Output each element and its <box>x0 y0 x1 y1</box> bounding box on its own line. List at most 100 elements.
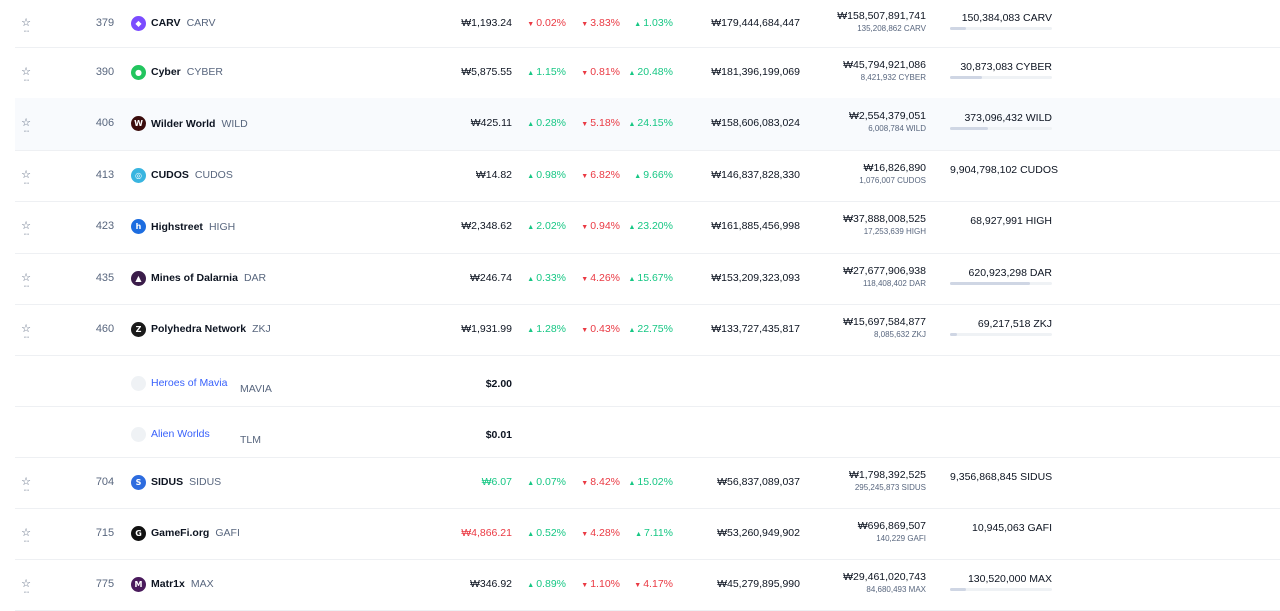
rank: 775 <box>95 577 115 590</box>
table-row[interactable]: ☆ ···· 379 ◆ CARV CARV ₩1,193.24 ▼ 0.02% ▼ 3.83% ▲ 1… <box>15 0 1280 48</box>
volume-coin: 135,208,862 CARV <box>857 23 926 33</box>
change-value: 1.10% <box>590 577 620 590</box>
coin-name-link[interactable]: S SIDUS SIDUS <box>131 474 222 490</box>
star-icon[interactable]: ☆ ···· <box>21 322 31 341</box>
coin-logo-icon: Z <box>131 321 146 337</box>
coin-name: Polyhedra Network <box>151 323 247 335</box>
change-7d: ▲ 23.20% <box>628 220 673 232</box>
star-icon[interactable]: ☆ ···· <box>21 220 31 239</box>
supply-progress-fill <box>950 281 1030 285</box>
supply-progress-fill <box>950 127 988 130</box>
market-cap: ₩53,260,949,902 <box>717 526 800 539</box>
circulating-supply: 9,904,798,102 CUDOS <box>950 163 1058 176</box>
change-7d: ▲ 15.02% <box>628 476 673 488</box>
change-1h: ▲ 0.33% <box>527 272 566 284</box>
caret-up-icon: ▲ <box>628 69 636 77</box>
rank: 460 <box>95 322 115 335</box>
table-row[interactable]: ☆ ···· 413 ◎ CUDOS CUDOS ₩14.82 ▲ 0.98% ▼ 6.82% ▲ 9.… <box>15 150 1280 202</box>
coin-symbol: WILD <box>221 117 248 130</box>
table-row[interactable]: ☆ ···· 460 Z Polyhedra Network ZKJ ₩1,931.99 ▲ 1… <box>15 304 1280 356</box>
table-row[interactable]: ☆ ···· 775 M Matr1x MAX ₩346.92 ▲ 0.89% ▼ 1.10% ▼ 4.… <box>15 559 1280 611</box>
caret-up-icon: ▲ <box>527 121 535 128</box>
coin-name-link[interactable]: Alien Worlds <box>131 426 210 442</box>
change-value: 3.83% <box>590 16 620 29</box>
star-icon[interactable]: ☆ ···· <box>21 475 31 494</box>
caret-up-icon: ▲ <box>527 581 535 589</box>
table-row[interactable]: ☆ ···· 715 G GameFi.org GAFI ₩4,866.21 ▲ 0.52% ▼ 4… <box>15 508 1280 560</box>
change-1h: ▲ 0.89% <box>527 578 566 590</box>
star-icon[interactable]: ☆ ···· <box>21 526 31 545</box>
star-icon[interactable]: ☆ ···· <box>21 168 31 187</box>
volume-fiat[interactable]: ₩158,507,891,741 <box>837 9 926 22</box>
star-icon[interactable]: ☆ ···· <box>21 577 31 596</box>
volume: ₩16,826,890 1,076,007 CUDOS <box>859 162 926 185</box>
star-icon[interactable]: ☆ ···· <box>21 117 31 136</box>
market-cap: ₩56,837,089,037 <box>717 475 800 488</box>
coin-name-link[interactable]: h Highstreet HIGH <box>131 219 235 234</box>
change-7d: ▲ 1.03% <box>634 17 673 29</box>
coin-name[interactable]: Alien Worlds <box>151 428 210 440</box>
coin-name-link[interactable]: ◆ CARV CARV <box>131 15 216 31</box>
coin-name-link[interactable]: W Wilder World WILD <box>131 116 248 131</box>
caret-down-icon: ▼ <box>581 326 589 334</box>
volume-fiat[interactable]: ₩696,869,507 <box>857 519 926 532</box>
table-row[interactable]: ☆ ···· 704 S SIDUS SIDUS ₩6.07 ▲ 0.07% ▼ 8.42% ▲ 15.… <box>15 457 1280 509</box>
coin-name-link[interactable]: G GameFi.org GAFI <box>131 525 240 541</box>
change-value: 4.17% <box>643 577 673 590</box>
market-cap: ₩133,727,435,817 <box>711 322 800 335</box>
coin-name[interactable]: Heroes of Mavia <box>151 377 228 389</box>
coin-name-link[interactable]: M Matr1x MAX <box>131 576 214 592</box>
volume: ₩15,697,584,877 8,085,632 ZKJ <box>843 316 926 339</box>
rank: 379 <box>95 16 115 29</box>
circulating-supply: 30,873,083 CYBER <box>960 60 1052 73</box>
coin-name-link[interactable]: ◎ CUDOS CUDOS <box>131 167 233 183</box>
star-icon[interactable]: ☆ ···· <box>21 271 31 290</box>
volume-fiat[interactable]: ₩37,888,008,525 <box>843 213 926 225</box>
supply-progress-bar <box>950 332 1052 336</box>
table-row[interactable]: ☆ ···· 423 h Highstreet HIGH ₩2,348.62 ▲ 2.02% ▼ 0… <box>15 201 1280 254</box>
star-icon[interactable]: ☆ ···· <box>21 65 31 84</box>
volume-fiat[interactable]: ₩15,697,584,877 <box>843 315 926 328</box>
volume-fiat[interactable]: ₩45,794,921,086 <box>843 58 926 71</box>
supply-progress-bar <box>950 127 1052 130</box>
change-1h: ▼ 0.02% <box>527 17 566 29</box>
change-24h: ▼ 4.28% <box>581 527 620 539</box>
caret-down-icon: ▼ <box>581 20 589 28</box>
volume-fiat[interactable]: ₩29,461,020,743 <box>843 570 926 583</box>
change-24h: ▼ 0.43% <box>581 323 620 335</box>
change-value: 2.02% <box>536 220 566 232</box>
table-row[interactable]: ☆ ···· 390 ● Cyber CYBER ₩5,875.55 ▲ 1.15% ▼ 0.81%… <box>15 47 1280 99</box>
volume-coin: 118,408,402 DAR <box>862 278 926 288</box>
volume-fiat[interactable]: ₩16,826,890 <box>863 161 926 174</box>
circulating-supply: 69,217,518 ZKJ <box>977 317 1052 330</box>
coin-symbol: SIDUS <box>189 476 222 488</box>
market-cap: ₩158,606,083,024 <box>711 117 800 129</box>
table-row[interactable]: ☆ ···· 435 ▲ Mines of Dalarnia DAR ₩246.74 ▲ 0.3… <box>15 253 1280 305</box>
coin-name-link[interactable]: Heroes of Mavia <box>131 375 228 391</box>
change-value: 0.43% <box>590 322 620 335</box>
market-cap: ₩161,885,456,998 <box>711 220 800 232</box>
change-value: 0.28% <box>536 117 566 129</box>
untracked-row[interactable]: Heroes of Mavia MAVIA $2.00 <box>15 355 1280 407</box>
rank: 423 <box>95 220 115 232</box>
caret-up-icon: ▲ <box>527 326 535 334</box>
change-24h: ▼ 8.42% <box>581 476 620 488</box>
volume-fiat[interactable]: ₩1,798,392,525 <box>848 468 926 481</box>
price: ₩246.74 <box>469 271 512 284</box>
coin-logo-icon: ● <box>131 64 146 80</box>
volume: ₩1,798,392,525 295,245,873 SIDUS <box>849 469 926 492</box>
volume-fiat[interactable]: ₩2,554,379,051 <box>848 110 926 122</box>
change-7d: ▲ 20.48% <box>628 66 673 78</box>
volume-fiat[interactable]: ₩27,677,906,938 <box>843 264 926 277</box>
coin-name-link[interactable]: ● Cyber CYBER <box>131 64 223 80</box>
coin-name: Matr1x <box>151 578 185 590</box>
coin-name-link[interactable]: ▲ Mines of Dalarnia DAR <box>131 270 266 286</box>
star-icon[interactable]: ☆ ···· <box>21 16 31 35</box>
coin-name-link[interactable]: Z Polyhedra Network ZKJ <box>131 321 271 337</box>
change-24h: ▼ 6.82% <box>581 169 620 181</box>
change-value: 8.42% <box>590 475 620 488</box>
table-row[interactable]: ☆ ···· 406 W Wilder World WILD ₩425.11 ▲ 0.28% ▼ 5… <box>15 98 1280 151</box>
caret-down-icon: ▼ <box>581 530 589 538</box>
untracked-row[interactable]: Alien Worlds TLM $0.01 <box>15 406 1280 458</box>
change-24h: ▼ 4.26% <box>581 272 620 284</box>
